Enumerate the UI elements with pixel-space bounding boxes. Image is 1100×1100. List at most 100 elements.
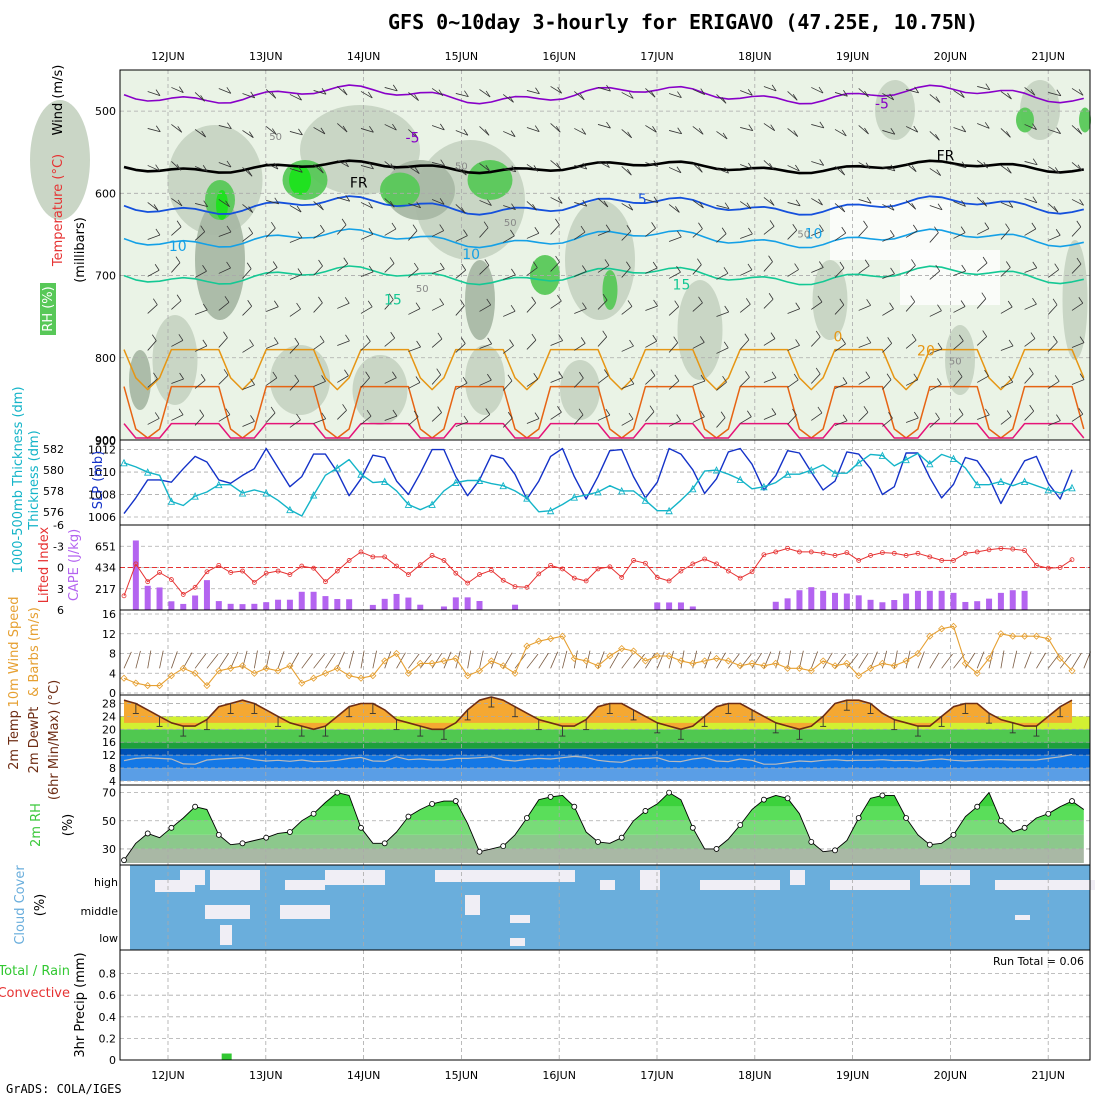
rh-shading: [812, 260, 848, 340]
wind-barb: [716, 168, 729, 174]
wind-barb: [337, 197, 350, 202]
wind-barb: [147, 165, 160, 172]
wind-barb: [668, 93, 682, 98]
wind-barb: [911, 165, 917, 172]
wind-barb: [763, 197, 775, 206]
wind-barb: [842, 414, 848, 421]
wind-barb: [413, 410, 419, 418]
wind-barb: [652, 126, 657, 133]
wind-barb: [265, 89, 277, 99]
wind-barb: [1076, 220, 1082, 228]
wind-barb: [1048, 380, 1060, 389]
wind-barb: [1071, 226, 1082, 237]
thickness-axis-label: 1000-500mb Thickness (dm): [11, 386, 26, 573]
wind-barb: [202, 339, 208, 347]
thickness-marker: [333, 463, 342, 472]
wind-barb: [700, 410, 705, 417]
wind-barb: [455, 421, 469, 427]
rh-shading: [1062, 240, 1088, 360]
wind-barb: [668, 271, 681, 279]
wind-legend-label: Wind (m/s): [51, 65, 66, 136]
wind-barb: [408, 268, 419, 278]
contour-label: FR: [937, 148, 955, 164]
wind-barb: [858, 88, 869, 98]
thickness-marker: [736, 475, 744, 483]
wind-barb: [337, 302, 350, 309]
wind-barb: [606, 84, 611, 92]
wind-speed-marker: [227, 664, 235, 672]
rh-shading: [167, 125, 263, 235]
wind-barb: [574, 165, 587, 170]
rh-marker: [832, 847, 838, 854]
wind-barb: [344, 369, 349, 376]
wind-barb: [218, 375, 229, 385]
top-date-label: 16JUN: [542, 50, 576, 63]
cape-bar: [334, 599, 341, 610]
wind-barb: [1078, 89, 1084, 96]
wind-barb: [344, 297, 350, 304]
wind-barb: [935, 264, 941, 272]
wind-barb: [384, 198, 395, 208]
wind-barb: [787, 379, 799, 388]
wind-barb: [147, 418, 160, 425]
wind-barb: [171, 198, 183, 207]
wind-speed-marker: [618, 644, 626, 653]
wind-barb: [721, 97, 727, 104]
wind-barb: [194, 309, 208, 315]
wind-barb: [294, 337, 300, 345]
wind-barb: [296, 302, 301, 310]
wind-barb: [242, 384, 255, 390]
cape-bar: [677, 602, 684, 610]
wind-barb: [179, 86, 184, 93]
surface-wind-barb: [751, 652, 762, 669]
wind-barb: [1079, 336, 1085, 343]
wind-barb: [597, 198, 609, 208]
wind-barb: [976, 336, 987, 346]
wind-barb: [603, 200, 609, 208]
wind-barb: [321, 88, 327, 95]
precip-legend-convective: Convective: [0, 986, 70, 1001]
wind-barb: [558, 334, 563, 341]
wind-barb: [455, 93, 469, 98]
wind-barb: [202, 265, 207, 272]
wind-barb: [247, 170, 253, 177]
wind-barb: [1056, 89, 1062, 96]
wind-barb: [865, 162, 871, 169]
wind-barb: [531, 333, 537, 341]
wind-barb: [645, 199, 659, 204]
wind-barb: [408, 416, 419, 426]
wind-barb: [653, 299, 658, 307]
wind-barb: [343, 257, 349, 264]
rh-marker: [358, 824, 364, 831]
wind-barb: [484, 259, 490, 266]
surface-wind-barb: [301, 653, 313, 669]
wind-barb: [866, 336, 872, 344]
lifted-index-marker: [761, 552, 767, 558]
surface-wind-barb: [218, 653, 229, 669]
wind-barb: [817, 406, 823, 414]
wind-barb: [627, 131, 632, 139]
wind-barb: [645, 411, 655, 422]
cape-bar: [310, 591, 317, 610]
wind-barb: [794, 263, 799, 270]
cape-tick-label: 217: [95, 583, 116, 596]
wind-barb: [1048, 129, 1061, 135]
wind-barb: [621, 166, 632, 176]
wind-barb: [479, 265, 490, 275]
cape-bar: [405, 597, 412, 610]
lifted-index-marker: [370, 554, 376, 560]
wind-barb: [976, 298, 987, 309]
lifted-index-marker: [168, 577, 174, 582]
wind-barb: [698, 128, 704, 135]
wind-barb: [811, 412, 823, 421]
surface-wind-barb: [633, 653, 645, 669]
wind-barb: [360, 377, 370, 388]
wind-barb: [770, 124, 776, 131]
wind-speed-marker: [298, 679, 306, 687]
cloud-axis-label: Cloud Cover: [13, 865, 28, 945]
wind-barb: [668, 380, 680, 390]
thickness-marker: [143, 468, 152, 476]
wind-barb: [272, 371, 278, 379]
surface-wind-barb: [147, 650, 152, 669]
wind-barb: [271, 128, 277, 135]
